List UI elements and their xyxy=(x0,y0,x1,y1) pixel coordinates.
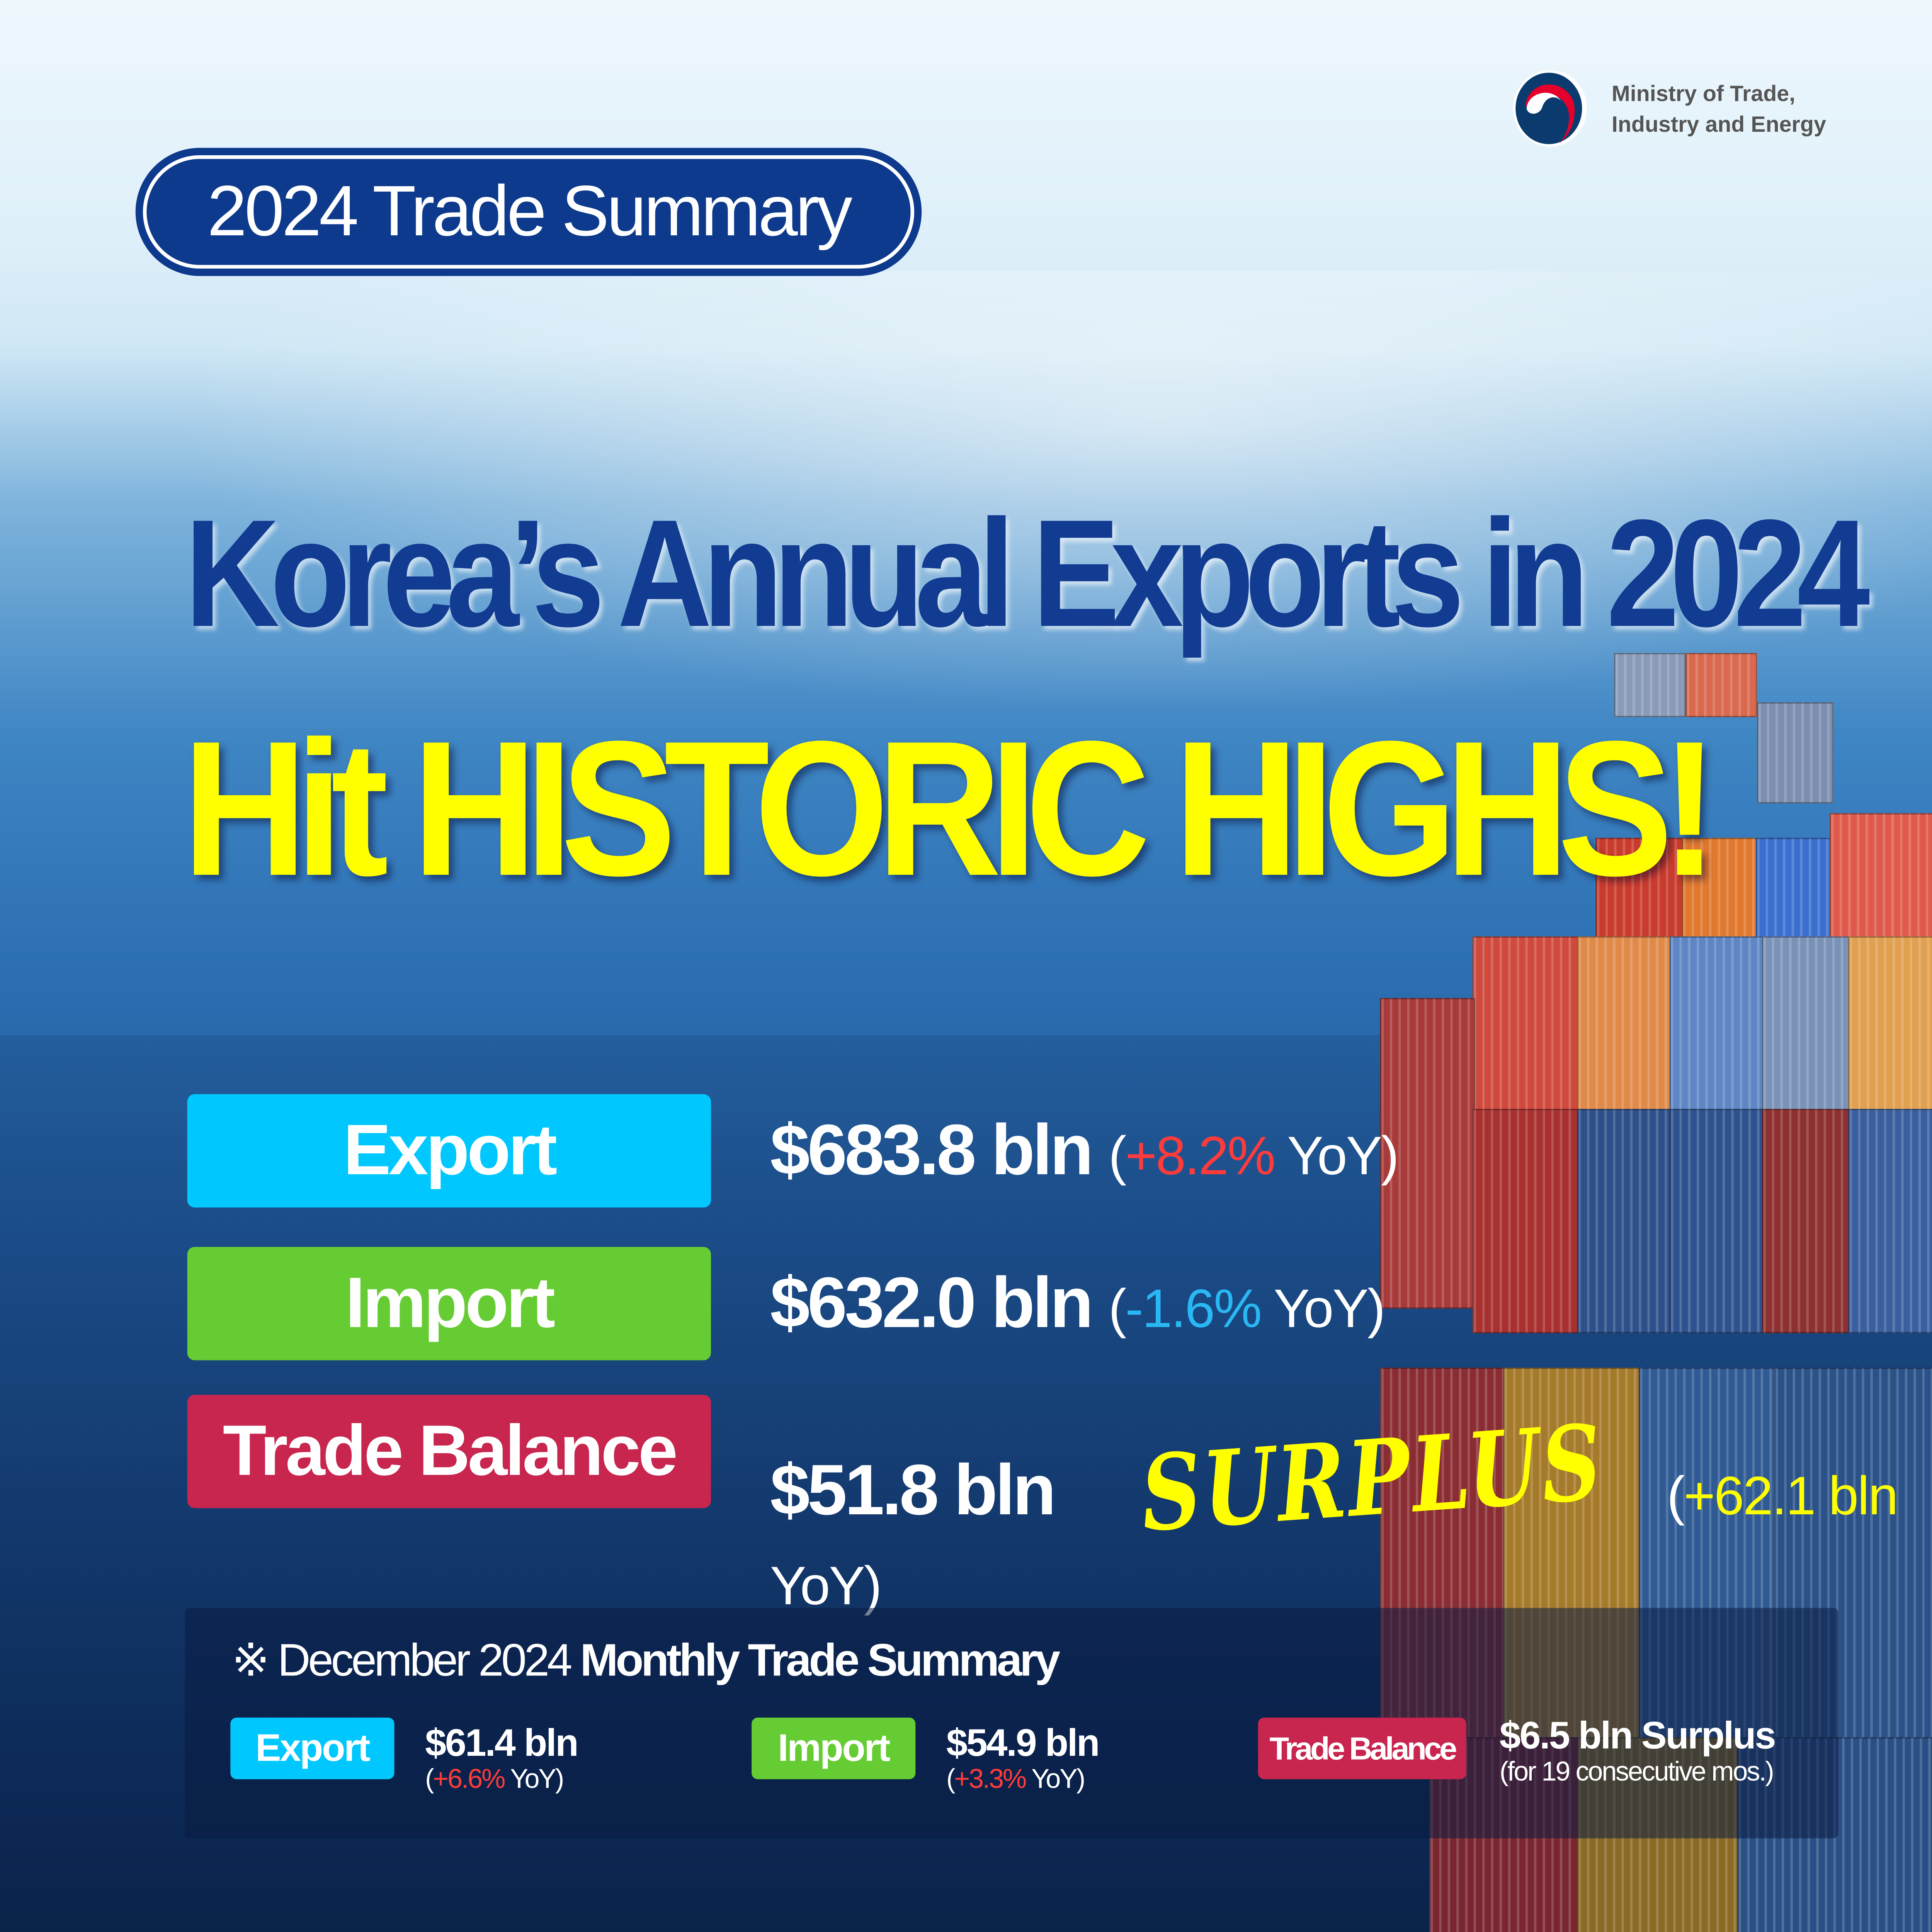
paren: ( xyxy=(1108,1126,1127,1187)
monthly-export-change: +6.6% xyxy=(433,1763,505,1794)
reference-mark: ※ xyxy=(231,1635,270,1686)
pill-border xyxy=(143,155,915,269)
monthly-import-value: $54.9 bln (+3.3% YoY) xyxy=(946,1721,1100,1794)
surplus-tag: SURPLUS xyxy=(1138,1401,1608,1555)
monthly-import-badge: Import xyxy=(752,1718,916,1779)
monthly-export-amount: $61.4 bln xyxy=(425,1721,579,1765)
ministry-name: Ministry of Trade, Industry and Energy xyxy=(1612,79,1826,140)
balance-value: $51.8 bln xyxy=(770,1450,1056,1531)
ministry-emblem-logo xyxy=(1513,70,1587,147)
headline-title: Korea’s Annual Exports in 2024 xyxy=(185,489,1870,659)
paren: ( xyxy=(425,1763,434,1794)
yoy-suffix: YoY) xyxy=(1260,1279,1386,1340)
pill-label: 2024 Trade Summary xyxy=(207,171,852,252)
balance-change: +62.1 bln xyxy=(1684,1466,1898,1527)
balance-value-row: $51.8 bln SURPLUS (+62.1 bln YoY) xyxy=(770,1401,1932,1621)
paren: ( xyxy=(1667,1466,1685,1527)
monthly-import-change: +3.3% xyxy=(954,1763,1027,1794)
paren: ( xyxy=(1108,1279,1127,1340)
monthly-balance-note: (for 19 consecutive mos.) xyxy=(1499,1756,1774,1787)
monthly-export-value: $61.4 bln (+6.6% YoY) xyxy=(425,1721,579,1794)
import-value-row: $632.0 bln (-1.6% YoY) xyxy=(770,1262,1386,1344)
paren: ( xyxy=(946,1763,956,1794)
monthly-heading-title: Monthly Trade Summary xyxy=(580,1635,1060,1686)
monthly-balance-value: $6.5 bln Surplus (for 19 consecutive mos… xyxy=(1499,1714,1776,1787)
monthly-heading-date: December 2024 xyxy=(277,1635,572,1686)
monthly-balance-amount: $6.5 bln Surplus xyxy=(1499,1714,1776,1757)
import-value: $632.0 bln xyxy=(770,1263,1094,1343)
yoy-suffix: YoY) xyxy=(504,1763,564,1794)
export-change: +8.2% xyxy=(1125,1126,1276,1187)
export-badge: Export xyxy=(187,1094,711,1208)
ministry-name-line2: Industry and Energy xyxy=(1611,112,1826,137)
ministry-name-line1: Ministry of Trade, xyxy=(1611,81,1796,106)
export-value: $683.8 bln xyxy=(770,1110,1094,1190)
yoy-suffix: YoY) xyxy=(1274,1126,1399,1187)
headline-highlight: Hit HISTORIC HIGHS! xyxy=(182,702,1718,917)
trade-summary-pill: 2024 Trade Summary xyxy=(135,148,922,276)
monthly-balance-badge: Trade Balance xyxy=(1258,1718,1466,1779)
sea-background xyxy=(0,271,1932,764)
monthly-import-amount: $54.9 bln xyxy=(946,1721,1100,1765)
monthly-summary-panel xyxy=(185,1608,1838,1838)
yoy-suffix: YoY) xyxy=(770,1556,882,1617)
monthly-export-badge: Export xyxy=(230,1718,395,1779)
export-value-row: $683.8 bln (+8.2% YoY) xyxy=(770,1109,1399,1192)
import-badge: Import xyxy=(187,1247,711,1361)
trade-balance-badge: Trade Balance xyxy=(187,1395,711,1509)
yoy-suffix: YoY) xyxy=(1026,1763,1085,1794)
import-change: -1.6% xyxy=(1125,1279,1262,1340)
monthly-heading: ※ December 2024 Monthly Trade Summary xyxy=(231,1634,1060,1687)
